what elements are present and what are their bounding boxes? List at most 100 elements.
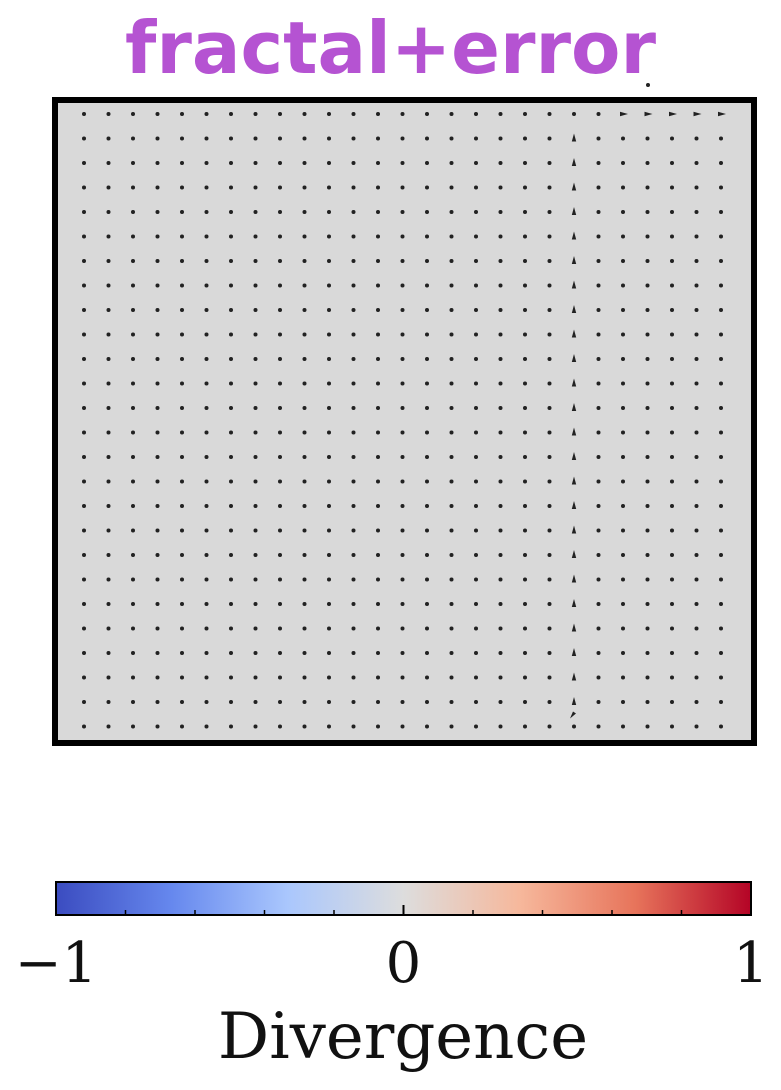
vector-dot	[449, 112, 454, 116]
vector-dot	[449, 161, 454, 165]
vector-dot	[474, 406, 478, 410]
vector-dot	[449, 234, 454, 239]
vector-dot	[449, 651, 454, 655]
vector-dot	[376, 210, 380, 214]
vector-dot	[229, 602, 233, 606]
vector-dot	[253, 406, 258, 410]
vector-arrow-up	[571, 403, 577, 411]
vector-arrow-up	[571, 427, 577, 436]
vector-dot	[106, 234, 111, 239]
vector-dot	[523, 210, 527, 214]
vector-dot	[474, 430, 478, 435]
vector-dot	[694, 161, 699, 165]
vector-dot	[474, 528, 478, 533]
vector-dot	[376, 234, 380, 239]
vector-dot	[106, 259, 111, 263]
vector-dot	[498, 724, 503, 729]
vector-dot	[131, 553, 135, 557]
vector-dot	[376, 479, 380, 484]
vector-dot	[621, 283, 625, 288]
vector-dot	[425, 136, 429, 141]
vector-dot	[278, 332, 282, 337]
vector-dot	[131, 234, 135, 239]
vector-dot	[498, 577, 503, 582]
vector-dot	[547, 479, 552, 484]
vector-dot	[302, 504, 307, 508]
vector-arrow-up	[571, 550, 577, 558]
vector-dot	[278, 626, 282, 631]
vector-dot	[449, 675, 454, 680]
vector-dot	[253, 430, 258, 435]
vector-arrow-right	[644, 111, 653, 117]
vector-dot	[646, 83, 650, 87]
vector-dot	[400, 357, 405, 361]
vector-dot	[596, 528, 601, 533]
vector-dot	[327, 430, 331, 435]
vector-dot	[131, 332, 135, 337]
vector-dot	[180, 234, 184, 239]
vector-dot	[106, 112, 111, 116]
vector-arrow-up	[571, 599, 577, 607]
vector-dot	[155, 308, 160, 312]
vector-dot	[498, 161, 503, 165]
colorbar-tick-label: −1	[15, 931, 98, 996]
vector-dot	[327, 332, 331, 337]
vector-dot	[180, 651, 184, 655]
vector-dot	[229, 479, 233, 484]
vector-dot	[302, 553, 307, 557]
vector-dot	[229, 381, 233, 386]
vector-dot	[498, 210, 503, 214]
vector-dot	[670, 210, 674, 214]
vector-arrow-up	[571, 378, 577, 387]
vector-dot	[327, 210, 331, 214]
vector-dot	[229, 185, 233, 190]
vector-dot	[82, 210, 86, 214]
vector-dot	[645, 626, 650, 631]
vector-dot	[278, 504, 282, 508]
vector-dot	[302, 651, 307, 655]
vector-dot	[327, 504, 331, 508]
vector-dot	[523, 161, 527, 165]
vector-dot	[621, 626, 625, 631]
vector-dot	[694, 283, 699, 288]
vector-dot	[155, 357, 160, 361]
vector-dot	[351, 430, 356, 435]
vector-dot	[82, 136, 86, 141]
vector-dot	[376, 406, 380, 410]
vector-dot	[523, 724, 527, 729]
vector-dot	[351, 283, 356, 288]
vector-dot	[474, 234, 478, 239]
vector-dot	[327, 724, 331, 729]
vector-dot	[572, 112, 576, 116]
vector-dot	[474, 283, 478, 288]
vector-arrow-up	[571, 280, 577, 289]
vector-dot	[302, 577, 307, 582]
vector-dot	[719, 528, 723, 533]
vector-dot	[180, 308, 184, 312]
vector-dot	[278, 406, 282, 410]
vector-dot	[180, 626, 184, 631]
vector-dot	[376, 136, 380, 141]
vector-dot	[670, 626, 674, 631]
vector-dot	[400, 406, 405, 410]
vector-dot	[278, 234, 282, 239]
vector-dot	[327, 283, 331, 288]
vector-dot	[670, 430, 674, 435]
vector-dot	[425, 112, 429, 116]
vector-dot	[131, 455, 135, 459]
vector-dot	[719, 504, 723, 508]
colorbar-label: Divergence	[218, 1000, 588, 1074]
vector-dot	[498, 283, 503, 288]
vector-dot	[474, 357, 478, 361]
vector-dot	[449, 430, 454, 435]
vector-dot	[180, 112, 184, 116]
vector-dot	[302, 406, 307, 410]
vector-dot	[645, 357, 650, 361]
vector-dot	[596, 406, 601, 410]
vector-dot	[498, 504, 503, 508]
vector-dot	[523, 455, 527, 459]
vector-dot	[351, 332, 356, 337]
vector-dot	[719, 357, 723, 361]
vector-dot	[106, 504, 111, 508]
vector-dot	[596, 430, 601, 435]
